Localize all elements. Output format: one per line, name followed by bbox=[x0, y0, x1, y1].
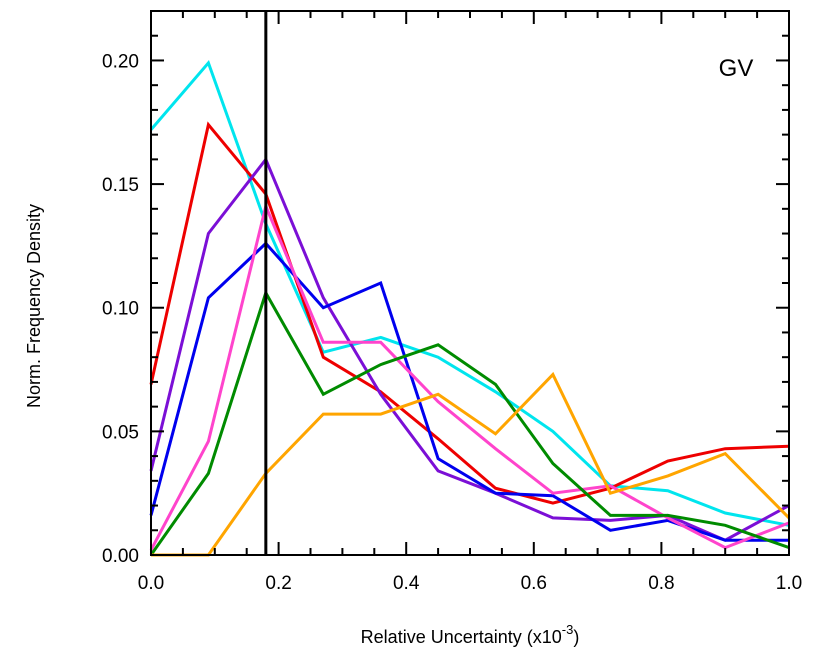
series-layer bbox=[149, 59, 791, 557]
series-line-6 bbox=[149, 289, 790, 556]
x-tick-label: 0.6 bbox=[521, 573, 547, 594]
y-tick-label: 0.05 bbox=[102, 422, 139, 443]
x-tick-label: 1.0 bbox=[776, 573, 802, 594]
x-axis-title-main: Relative Uncertainty (x10 bbox=[361, 627, 562, 647]
x-tick-label: 0.8 bbox=[648, 573, 674, 594]
x-axis-title-exponent: -3 bbox=[562, 622, 574, 637]
x-tick-label: 0.0 bbox=[138, 573, 164, 594]
series-line-3 bbox=[149, 156, 790, 542]
y-tick-label: 0.20 bbox=[102, 51, 139, 72]
y-axis-title: Norm. Frequency Density bbox=[24, 204, 44, 408]
x-axis-title-suffix: ) bbox=[573, 627, 579, 647]
panel-label: GV bbox=[719, 55, 754, 82]
series-line-5 bbox=[149, 201, 790, 551]
series-line-7 bbox=[151, 371, 791, 557]
series-line-2 bbox=[149, 121, 790, 505]
ticks-layer bbox=[150, 10, 790, 556]
y-tick-label: 0.10 bbox=[102, 299, 139, 320]
series-line-1 bbox=[149, 59, 790, 527]
y-tick-label: 0.15 bbox=[102, 175, 139, 196]
y-tick-label: 0.00 bbox=[102, 546, 139, 567]
y-tick-labels: 0.00 0.05 0.10 0.15 0.20 bbox=[102, 51, 139, 567]
x-tick-label: 0.2 bbox=[265, 573, 291, 594]
x-tick-label: 0.4 bbox=[393, 573, 420, 594]
x-axis-title: Relative Uncertainty (x10-3) bbox=[361, 622, 580, 647]
x-tick-labels: 0.0 0.2 0.4 0.6 0.8 1.0 bbox=[138, 573, 802, 594]
